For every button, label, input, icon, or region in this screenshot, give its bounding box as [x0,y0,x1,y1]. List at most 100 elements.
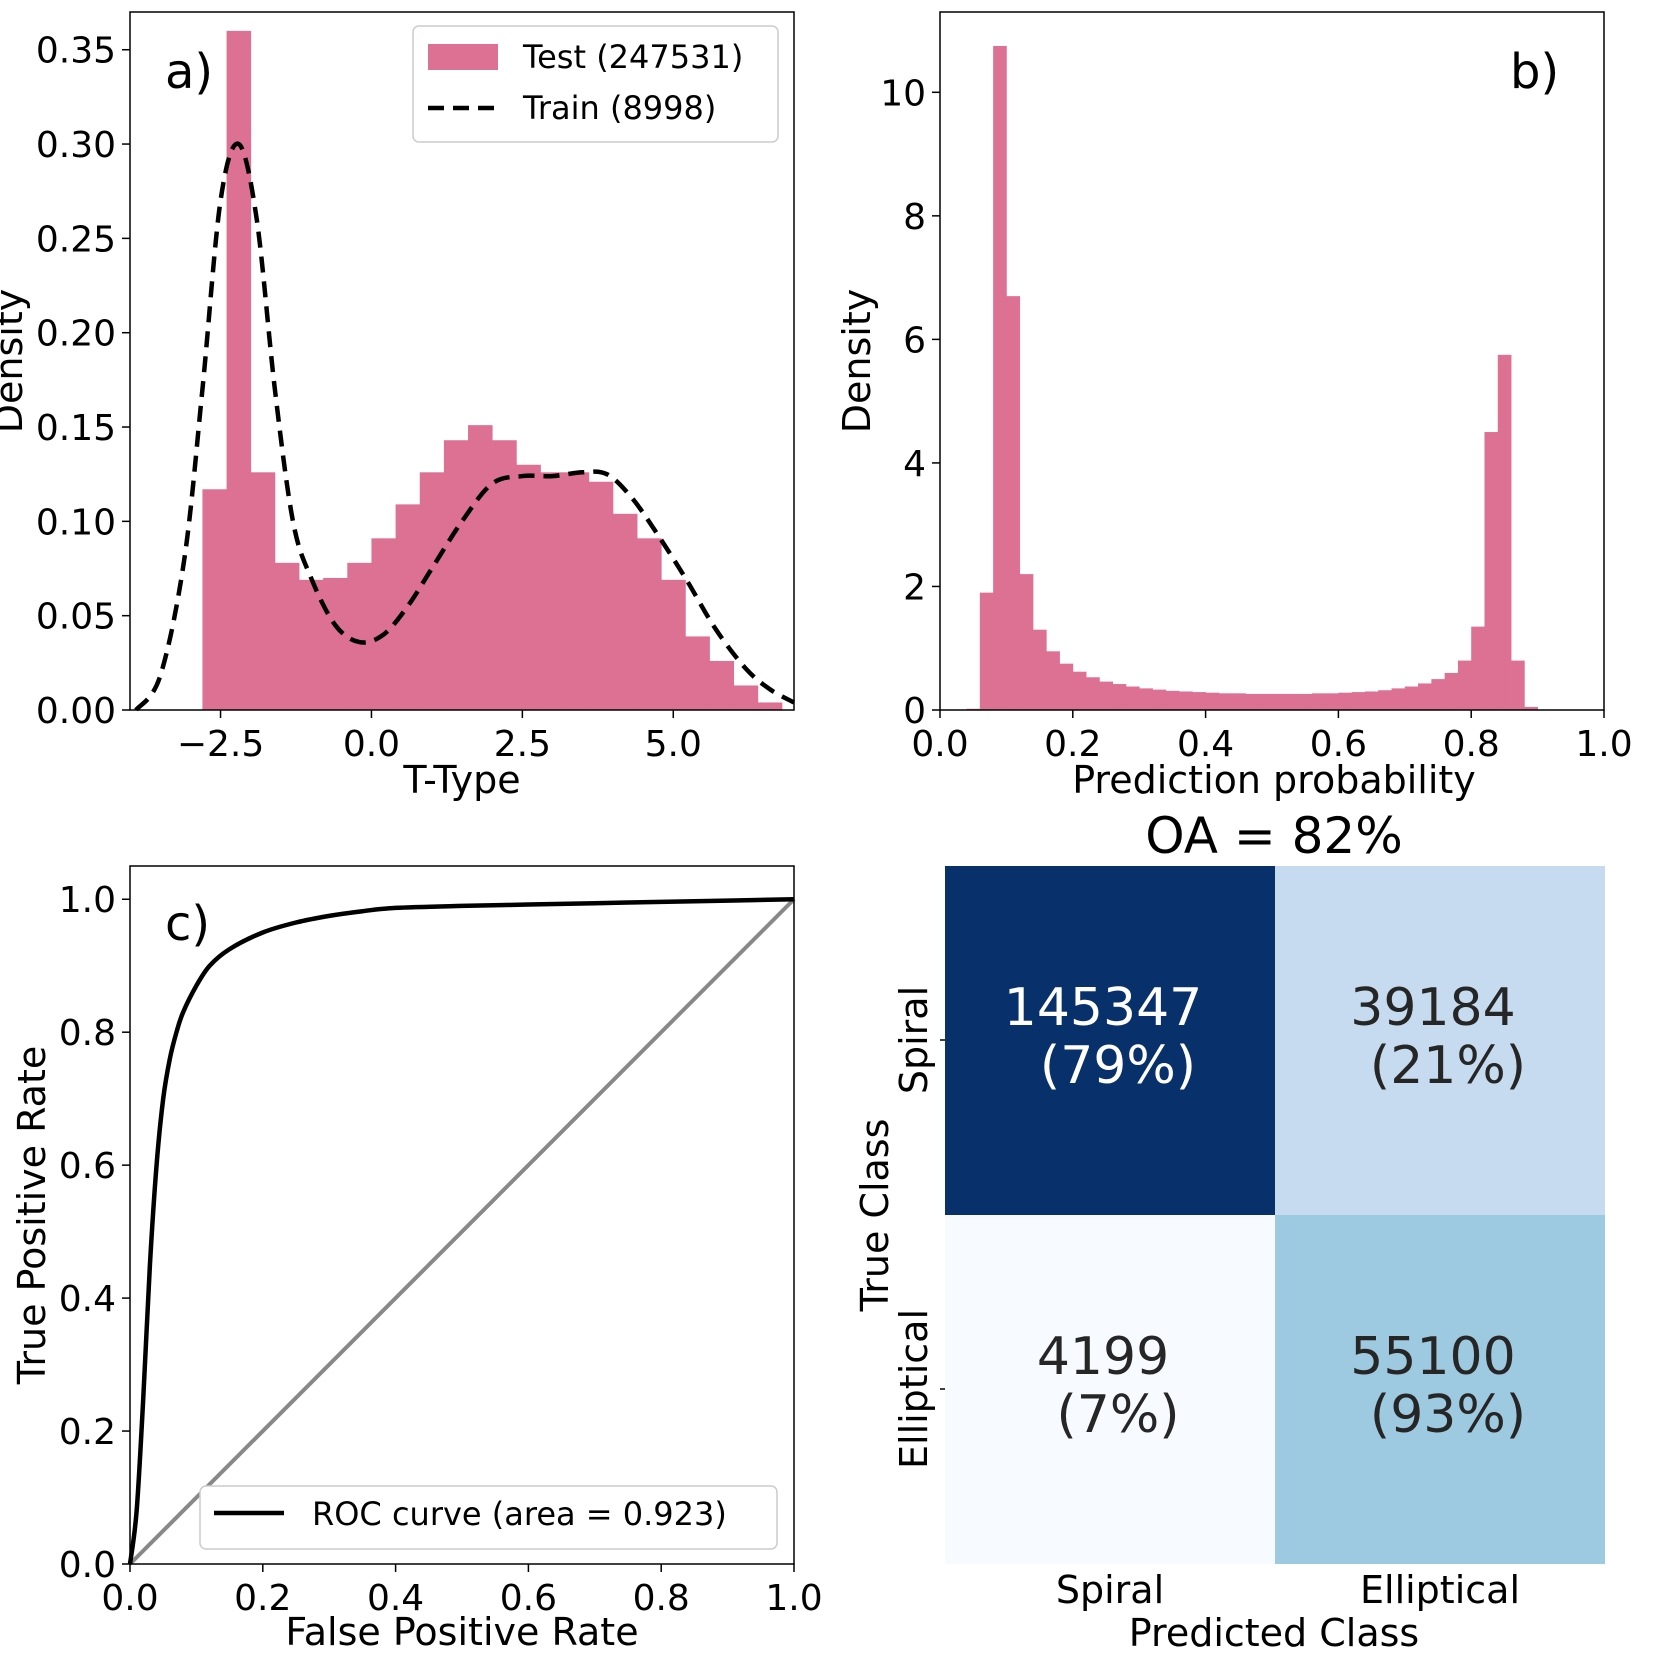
panel-c-xtick-label: 0.8 [633,1578,690,1619]
panel-b-bar [1112,684,1127,710]
panel-a-frame [129,11,795,711]
panel-a-y-ticks: 0.00 0.05 0.10 0.15 0.20 0.25 0.30 0.35 [36,31,130,732]
panel-c-y-ticks: 0.0 0.2 0.4 0.6 0.8 1.0 [59,880,130,1586]
panel-b-bar [1165,690,1180,710]
panel-b-x-ticks: 0.0 0.2 0.4 0.6 0.8 1.0 [911,710,1633,765]
panel-b-bar [1511,660,1525,710]
panel-b-bar [1192,692,1206,710]
cm-pct-spiral-spiral: (79%) [1040,1036,1196,1096]
panel-b-bar [1125,686,1140,710]
panel-c-ytick-label: 0.6 [59,1146,116,1187]
cm-cell-spiral-spiral [945,866,1275,1215]
panel-a-xlabel: T-Type [402,758,520,802]
panel-b-bar [1378,690,1392,710]
panel-c-ytick-label: 0.2 [59,1412,116,1453]
panel-a-xtick-label: 5.0 [645,724,702,765]
panel-c-ylabel: True Positive Rate [10,1046,54,1386]
panel-b-bar [1311,693,1326,710]
panel-b-xtick-label: 1.0 [1575,724,1632,765]
panel-b-histogram [966,45,1538,710]
panel-b-ytick-label: 8 [903,197,926,238]
panel-c-legend: ROC curve (area = 0.923) [199,1485,778,1550]
panel-b-bar [1431,679,1446,710]
panel-b-xtick-label: 0.4 [1177,724,1234,765]
panel-a-xtick-label: 0.0 [343,724,400,765]
panel-a-ytick-label: 0.10 [36,502,116,543]
panel-a-ytick-label: 0.20 [36,314,116,355]
panel-a-bar [492,440,517,710]
panel-b-bar [1285,693,1299,710]
cm-count-elliptical-elliptical: 55100 [1350,1327,1515,1387]
panel-a-bar [299,579,324,710]
panel-a-bar [347,562,372,710]
panel-a-bar [540,472,566,710]
cm-ytick-elliptical: Elliptical [892,1309,936,1469]
panel-a-legend-test-label: Test (247531) [522,38,743,76]
panel-b-y-ticks: 0 2 4 6 8 10 [880,73,940,732]
cm-count-spiral-elliptical: 39184 [1350,978,1515,1038]
panel-a-bar [395,504,421,710]
panel-b-bar [1006,296,1021,710]
panel-a-bar [637,538,662,710]
panel-a-ytick-label: 0.35 [36,31,116,72]
panel-a: −2.5 0.0 2.5 5.0 0.000.050.100.150.200.250.… [0,11,796,802]
panel-b-bar [1179,691,1193,710]
panel-b-bar [979,592,994,710]
panel-a-bar [661,579,686,710]
panel-a-legend-train-label: Train (8998) [522,89,716,127]
panel-b-bar [1457,660,1472,710]
panel-b-xtick-label: 0.6 [1310,724,1367,765]
panel-c-xtick-label: 0.4 [367,1578,424,1619]
panel-b-bar [1205,692,1220,710]
panel-b-bar [1497,354,1512,710]
panel-b-bar [1404,686,1419,710]
panel-a-bar [323,577,348,710]
cm-ytick-spiral: Spiral [892,986,936,1094]
cm-ylabel: True Class [853,1119,897,1313]
panel-b-bar [1364,691,1379,710]
panel-c-label: c) [165,896,210,952]
panel-b-bar [1072,671,1087,710]
panel-a-bar [564,472,590,710]
panel-b-bar [1232,693,1246,710]
panel-b-bar [1325,693,1339,710]
panel-a-bar [468,425,493,710]
panel-c-ytick-label: 0.0 [59,1545,116,1586]
panel-b-bar [1484,432,1499,710]
panel-c-roc-curve [127,896,795,1565]
panel-b-ylabel: Density [835,289,879,433]
panel-a-x-ticks: −2.5 0.0 2.5 5.0 [177,710,702,765]
panel-c: 0.0 0.2 0.4 0.6 0.8 1.0 0.0 0.2 0.4 0.6 0.8 1.0 c)… [10,865,823,1654]
panel-a-bar [685,636,710,710]
cm-xtick-spiral: Spiral [1056,1568,1164,1612]
panel-b-ytick-label: 4 [903,444,926,485]
cm-count-spiral-spiral: 145347 [1004,978,1203,1038]
panel-b: 0.0 0.2 0.4 0.6 0.8 1.0 0 2 4 6 8 10 b) Prediction… [835,11,1633,802]
panel-b-bar [1524,706,1538,710]
panel-a-xtick-label: −2.5 [177,724,264,765]
panel-c-x-ticks: 0.0 0.2 0.4 0.6 0.8 1.0 [101,1564,823,1619]
panel-a-bar [226,30,252,710]
panel-a-ytick-label: 0.15 [36,408,116,449]
panel-b-xtick-label: 0.8 [1443,724,1500,765]
panel-b-bar [1351,692,1366,710]
panel-b-ytick-label: 6 [903,320,926,361]
panel-a-bar [443,440,469,710]
panel-a-legend: Test (247531) Train (8998) [412,25,779,143]
panel-b-bar [1032,629,1047,710]
cm-xtick-elliptical: Elliptical [1360,1568,1520,1612]
cm-count-elliptical-spiral: 4199 [1037,1327,1169,1387]
panel-c-ytick-label: 0.4 [59,1279,116,1320]
panel-a-xtick-label: 2.5 [494,724,551,765]
panel-a-train-curve [134,141,796,712]
panel-b-bar [1152,689,1167,710]
panel-b-ytick-label: 0 [903,691,926,732]
panel-a-bar [709,660,735,710]
panel-c-xtick-label: 0.6 [500,1578,557,1619]
panel-c-ytick-label: 1.0 [59,880,116,921]
panel-b-bar [1218,693,1233,710]
panel-c-ytick-label: 0.8 [59,1013,116,1054]
panel-a-bar [274,562,300,710]
panel-b-bar [1418,683,1432,710]
